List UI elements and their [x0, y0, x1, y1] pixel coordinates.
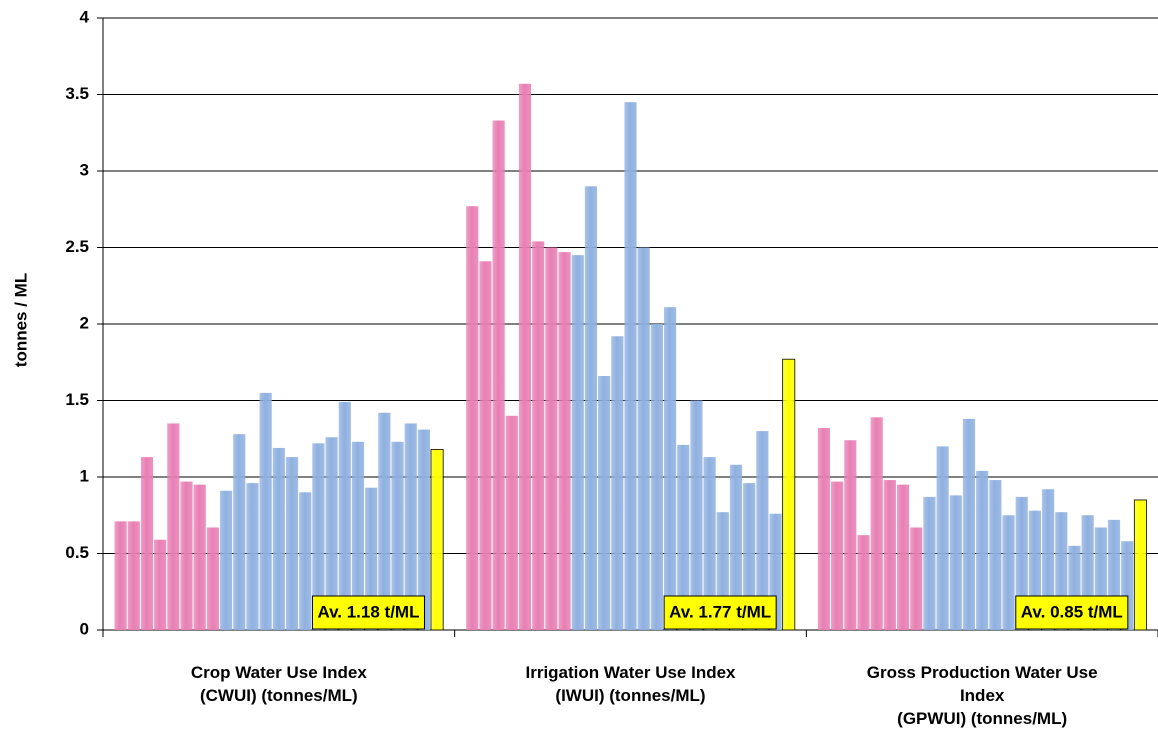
bar [782, 358, 796, 631]
bar [976, 470, 989, 630]
bar [518, 83, 532, 631]
x-tick-label: Crop Water Use Index (CWUI) (tonnes/ML) [191, 663, 368, 705]
y-tick-label: 0 [80, 619, 89, 638]
y-tick-label: 2.5 [65, 237, 89, 256]
bar [962, 418, 976, 630]
bar [417, 429, 430, 630]
bar [883, 480, 896, 630]
bar [365, 487, 378, 630]
bar [1002, 515, 1015, 630]
y-tick-label: 4 [80, 7, 90, 26]
bar [936, 446, 949, 630]
bar [857, 535, 870, 630]
bar [206, 527, 219, 630]
bar [404, 423, 417, 630]
bar [650, 324, 663, 630]
bar [1133, 499, 1147, 631]
bar [532, 241, 545, 630]
bar [219, 490, 233, 630]
bar [756, 431, 769, 630]
bar [233, 434, 246, 630]
bar [896, 484, 910, 630]
x-tick-label: Gross Production Water Use Index (GPWUI) (… [867, 663, 1098, 728]
bar [505, 415, 518, 630]
bar [989, 480, 1002, 630]
bar [466, 206, 479, 630]
bar [338, 402, 351, 630]
bar [285, 457, 299, 630]
bar [690, 400, 703, 630]
y-tick-label: 0.5 [65, 543, 89, 562]
bar [193, 484, 206, 630]
value-label-box [1015, 595, 1129, 630]
bar [743, 483, 756, 630]
bar [167, 423, 180, 630]
bar [154, 539, 167, 630]
bar [351, 441, 365, 630]
value-label-box [311, 595, 425, 630]
value-label-box [663, 595, 777, 630]
bar [545, 247, 558, 630]
bar [703, 457, 716, 630]
bar [611, 336, 624, 630]
bar [844, 440, 857, 630]
y-tick-label: 1 [80, 466, 89, 485]
bar [430, 449, 444, 631]
bar [571, 255, 584, 630]
bar [378, 412, 391, 630]
value-label: Av. 1.18 t/ML [317, 602, 419, 621]
bar [492, 120, 505, 630]
bar [598, 376, 611, 630]
bar [259, 392, 272, 630]
x-tick-label: Irrigation Water Use Index (IWUI) (tonnes… [525, 663, 736, 705]
bar [729, 464, 743, 630]
bar [140, 457, 154, 630]
y-tick-label: 3 [80, 160, 89, 179]
bar [637, 247, 650, 630]
bar [299, 492, 312, 630]
bar [1042, 489, 1055, 630]
value-label: Av. 0.85 t/ML [1021, 602, 1123, 621]
bar [949, 495, 962, 630]
bar [479, 261, 492, 630]
bar [663, 307, 677, 630]
y-tick-label: 1.5 [65, 390, 89, 409]
bar [180, 481, 193, 630]
bar [325, 437, 338, 630]
bar [558, 252, 571, 630]
bar [910, 527, 923, 630]
bar [584, 186, 598, 631]
bar [391, 441, 404, 630]
bar [312, 443, 325, 630]
bar [870, 417, 883, 630]
y-tick-label: 2 [80, 313, 89, 332]
y-tick-label: 3.5 [65, 84, 89, 103]
bar [923, 496, 936, 630]
y-axis-label: tonnes / ML [11, 273, 30, 367]
bar [114, 521, 127, 630]
bar [677, 444, 690, 630]
bar [817, 428, 831, 630]
value-label: Av. 1.77 t/ML [669, 602, 771, 621]
bar [624, 102, 637, 630]
bar [127, 521, 140, 630]
bar [272, 447, 285, 630]
bar [246, 483, 259, 630]
bar [831, 481, 844, 630]
